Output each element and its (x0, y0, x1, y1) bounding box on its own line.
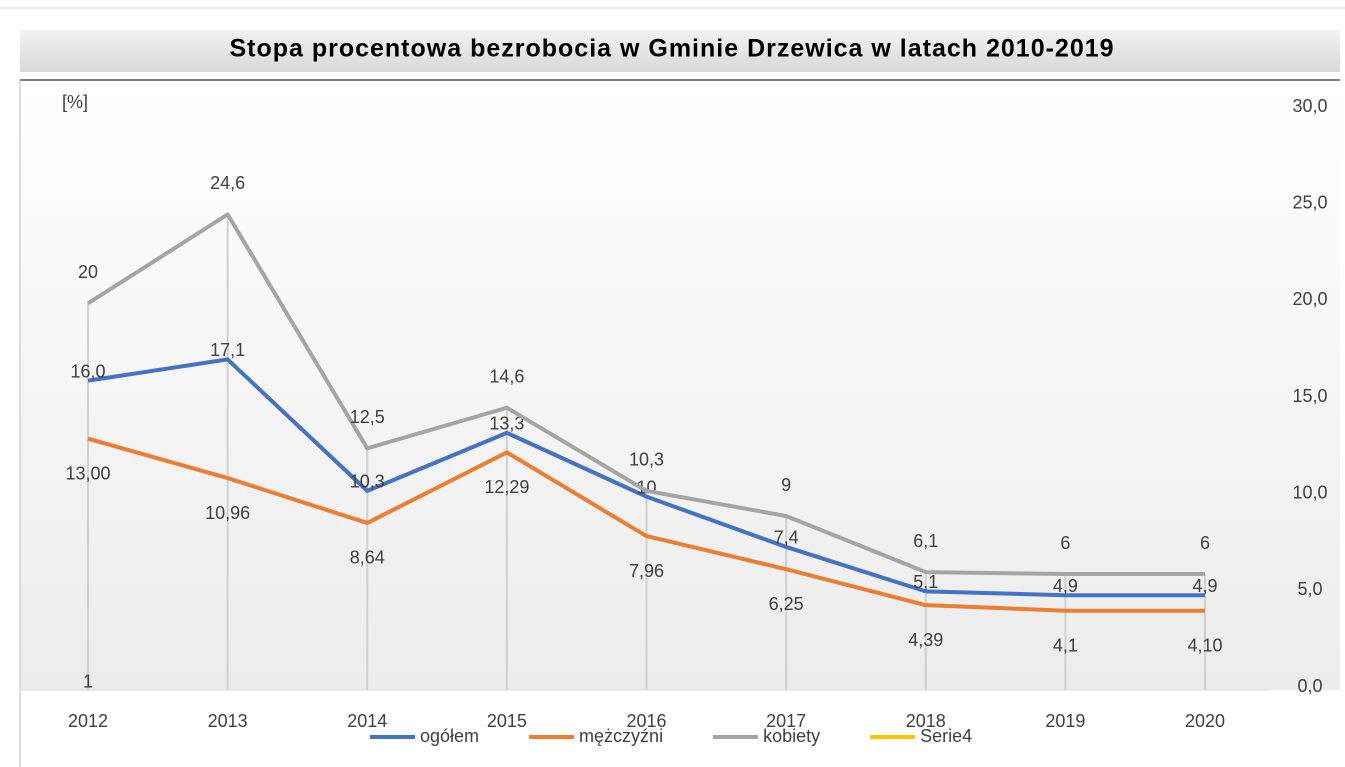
data-label: 14,6 (489, 366, 524, 386)
plot-area (20, 80, 1340, 690)
y-tick-label: 25,0 (1292, 192, 1327, 212)
data-label: 24,6 (210, 173, 245, 193)
data-label: 9 (781, 475, 791, 495)
data-label: 6,25 (769, 594, 804, 614)
series-line (87, 436, 1205, 613)
data-label: 10,3 (629, 450, 664, 470)
data-label: 4,1 (1053, 635, 1078, 655)
data-label: 4,10 (1187, 635, 1222, 655)
x-tick-label: 2018 (906, 711, 946, 731)
y-tick-label: 5,0 (1297, 579, 1322, 599)
data-label: 5,1 (913, 572, 938, 592)
y-tick-label: 15,0 (1292, 386, 1327, 406)
data-label: 1 (83, 671, 93, 691)
data-label: 16,0 (70, 361, 105, 381)
x-tick-label: 2014 (347, 711, 387, 731)
data-label: 4,9 (1053, 576, 1078, 596)
y-tick-label: 30,0 (1292, 96, 1327, 116)
data-label: 4,9 (1192, 576, 1217, 596)
y-tick-label: 0,0 (1297, 676, 1322, 696)
data-label: 6,1 (913, 531, 938, 551)
data-label: 8,64 (350, 548, 385, 568)
data-label: 20 (78, 262, 98, 282)
y-tick-label: 20,0 (1292, 289, 1327, 309)
data-label: 6 (1200, 533, 1210, 553)
y-axis-label: [%] (62, 92, 88, 112)
y-tick-label: 10,0 (1292, 482, 1327, 502)
data-label: 7,96 (629, 561, 664, 581)
data-label: 17,1 (210, 340, 245, 360)
data-label: 10,3 (350, 472, 385, 492)
legend-label: mężczyźni (579, 726, 663, 746)
x-tick-label: 2016 (626, 711, 666, 731)
title-bar (20, 30, 1340, 72)
x-tick-label: 2015 (487, 711, 527, 731)
data-label: 13,3 (489, 414, 524, 434)
x-tick-label: 2017 (766, 711, 806, 731)
x-tick-label: 2020 (1185, 711, 1225, 731)
chart-title: Stopa procentowa bezrobocia w Gminie Drz… (229, 35, 1114, 63)
data-label: 6 (1060, 533, 1070, 553)
series-line (87, 357, 1205, 598)
x-tick-label: 2019 (1045, 711, 1085, 731)
legend-label: kobiety (763, 726, 820, 746)
data-label: 4,39 (908, 630, 943, 650)
data-label: 10,96 (205, 503, 250, 523)
x-tick-label: 2012 (68, 711, 108, 731)
series-line (86, 212, 1205, 576)
data-label: 7,4 (774, 528, 799, 548)
data-label: 12,29 (484, 477, 529, 497)
data-label: 12,5 (350, 407, 385, 427)
legend-label: Serie4 (920, 726, 972, 746)
x-tick-label: 2013 (208, 711, 248, 731)
data-label: 13,00 (65, 463, 110, 483)
legend-label: ogółem (420, 726, 479, 746)
